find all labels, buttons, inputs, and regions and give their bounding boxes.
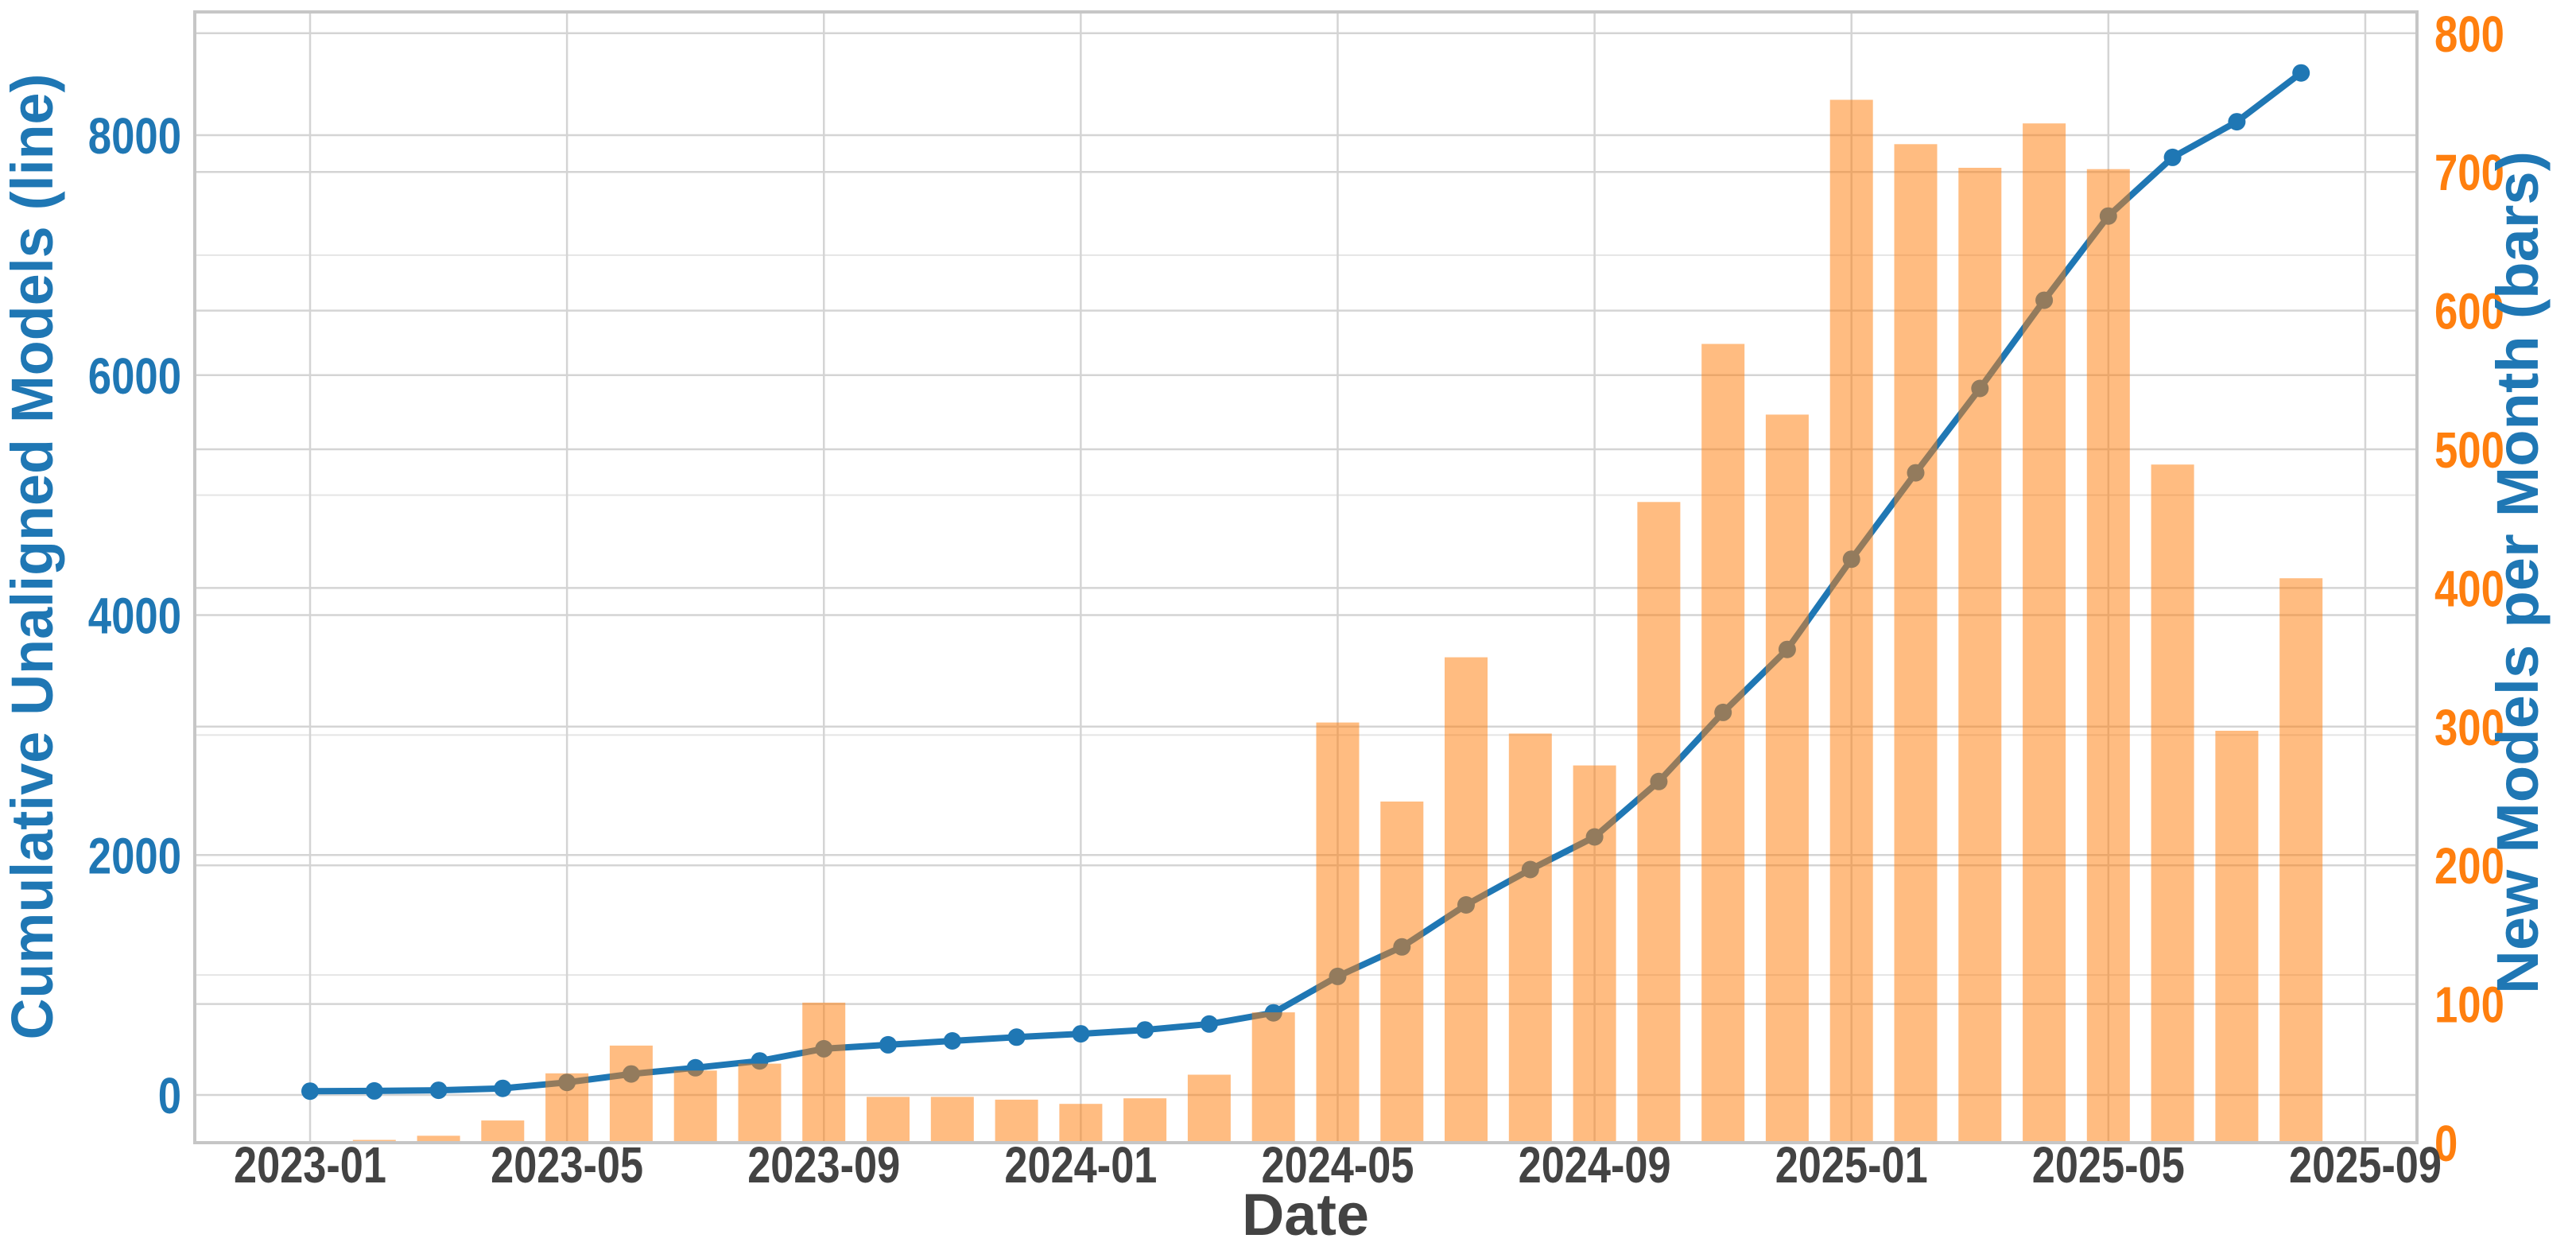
y-right-tick-label: 300 bbox=[2434, 699, 2504, 756]
y-right-tick-label: 100 bbox=[2434, 976, 2504, 1034]
x-tick-label: 2025-09 bbox=[2289, 1136, 2442, 1194]
line-point bbox=[1136, 1021, 1154, 1039]
x-tick-label: 2024-01 bbox=[1004, 1136, 1157, 1194]
bar bbox=[1765, 414, 1809, 1143]
bar bbox=[1123, 1098, 1167, 1143]
bar bbox=[1059, 1104, 1103, 1143]
bar bbox=[1187, 1074, 1231, 1143]
line-point bbox=[2292, 64, 2310, 82]
line-point bbox=[879, 1035, 897, 1054]
bar bbox=[481, 1120, 525, 1143]
bar bbox=[545, 1073, 589, 1143]
y-right-tick-label: 500 bbox=[2434, 421, 2504, 479]
line-point bbox=[1072, 1025, 1090, 1043]
bar bbox=[995, 1099, 1038, 1143]
bar bbox=[2279, 578, 2323, 1143]
y-left-tick-label: 8000 bbox=[88, 107, 181, 165]
bar bbox=[2151, 464, 2194, 1143]
line-point bbox=[2163, 148, 2182, 166]
x-tick-label: 2025-01 bbox=[1775, 1136, 1928, 1194]
y-left-tick-label: 6000 bbox=[88, 347, 181, 405]
line-point bbox=[1007, 1028, 1026, 1046]
bar bbox=[2215, 731, 2259, 1143]
bar bbox=[1445, 657, 1488, 1143]
y-left-tick-label: 0 bbox=[158, 1067, 181, 1124]
y-left-tick-label: 4000 bbox=[88, 588, 181, 645]
bar bbox=[867, 1097, 910, 1143]
x-tick-label: 2023-05 bbox=[491, 1136, 643, 1194]
monthly-bars-series bbox=[352, 99, 2323, 1143]
bar bbox=[417, 1136, 460, 1143]
line-point bbox=[1200, 1015, 1218, 1033]
y-right-tick-label: 700 bbox=[2434, 144, 2504, 201]
bar bbox=[1380, 802, 1424, 1143]
bar bbox=[802, 1002, 846, 1143]
y-right-tick-label: 0 bbox=[2434, 1115, 2458, 1172]
line-point bbox=[494, 1079, 512, 1097]
cumulative-line-series bbox=[301, 64, 2310, 1101]
bar bbox=[1829, 99, 1873, 1143]
bar bbox=[1958, 168, 2002, 1143]
bar bbox=[673, 1070, 717, 1143]
line-point bbox=[365, 1081, 383, 1100]
x-tick-label: 2023-01 bbox=[234, 1136, 386, 1194]
y-right-tick-label: 800 bbox=[2434, 6, 2504, 63]
bar bbox=[1701, 344, 1745, 1143]
right-axis-title: New Models per Month (bars) bbox=[2485, 151, 2551, 994]
bar bbox=[1894, 144, 1938, 1143]
bar bbox=[2086, 169, 2130, 1143]
bar bbox=[738, 1063, 782, 1143]
x-axis-title: Date bbox=[1242, 1182, 1369, 1248]
tick-labels: 0 2000 4000 6000 8000 0 100 200 300 400 500 600 700 8… bbox=[88, 6, 2504, 1194]
x-tick-label: 2024-05 bbox=[1262, 1136, 1414, 1194]
line-path bbox=[307, 69, 2305, 1095]
bar bbox=[2023, 123, 2066, 1143]
x-tick-label: 2025-05 bbox=[2032, 1136, 2185, 1194]
bar bbox=[1573, 765, 1616, 1143]
gridlines bbox=[195, 12, 2417, 1143]
bar bbox=[1316, 722, 1360, 1143]
bar bbox=[930, 1097, 974, 1143]
y-right-tick-label: 200 bbox=[2434, 837, 2504, 895]
y-right-tick-label: 600 bbox=[2434, 283, 2504, 340]
plot-border bbox=[193, 10, 2419, 1144]
line-point bbox=[301, 1082, 319, 1101]
bar bbox=[1508, 733, 1552, 1143]
bar bbox=[609, 1045, 653, 1143]
line-point bbox=[429, 1081, 448, 1100]
bar bbox=[1637, 502, 1681, 1143]
y-right-tick-label: 400 bbox=[2434, 560, 2504, 617]
left-axis-title: Cumulative Unaligned Models (line) bbox=[0, 74, 65, 1040]
y-left-tick-label: 2000 bbox=[88, 827, 181, 884]
x-tick-label: 2023-09 bbox=[747, 1136, 900, 1194]
bar bbox=[1251, 1012, 1295, 1143]
line-point bbox=[2228, 113, 2246, 131]
line-point bbox=[943, 1032, 961, 1050]
x-tick-label: 2024-09 bbox=[1519, 1136, 1671, 1194]
